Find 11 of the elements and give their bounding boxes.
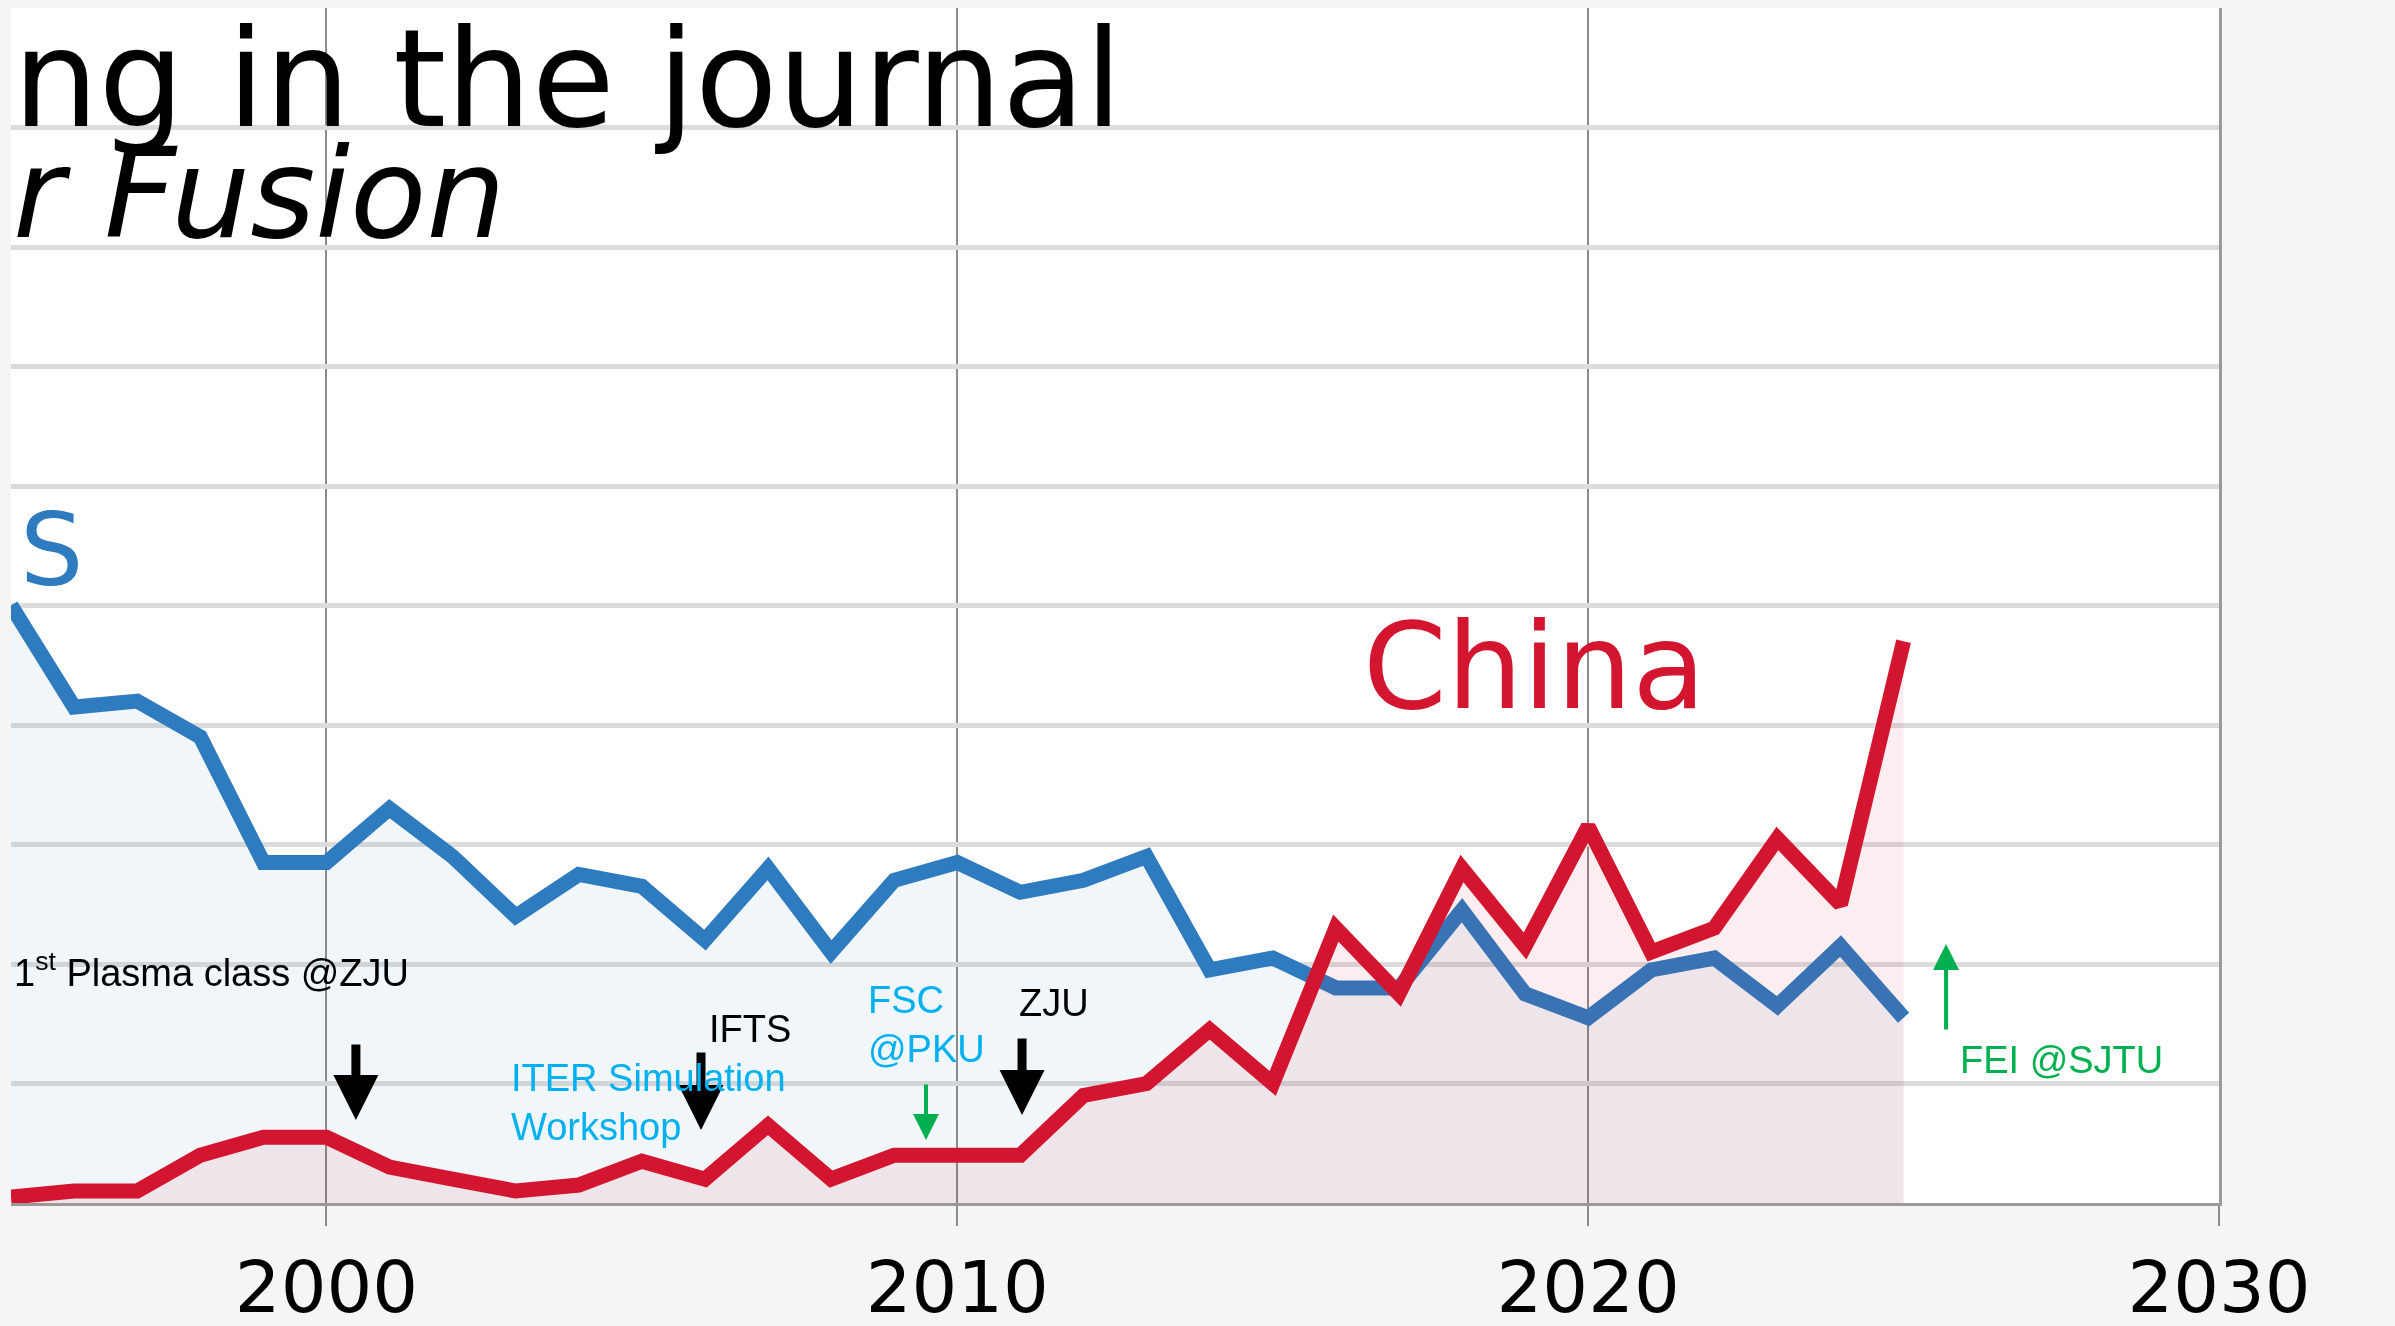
annotation: FEI @SJTU xyxy=(1960,1039,2164,1081)
x-tick-label: 2030 xyxy=(2127,1245,2311,1326)
series-label: S xyxy=(20,492,84,609)
annotation: 1$^{st}$ Plasma class @ZJU xyxy=(14,946,410,994)
x-tick-label: 2000 xyxy=(234,1245,419,1326)
annotation: ZJU xyxy=(1019,982,1089,1024)
series-label: China xyxy=(1363,597,1706,736)
annotation: IFTS xyxy=(709,1008,792,1050)
x-tick-label: 2020 xyxy=(1496,1245,1680,1326)
annotation: FSC @PKU xyxy=(868,979,985,1071)
x-tick-label: 2010 xyxy=(865,1245,1049,1326)
